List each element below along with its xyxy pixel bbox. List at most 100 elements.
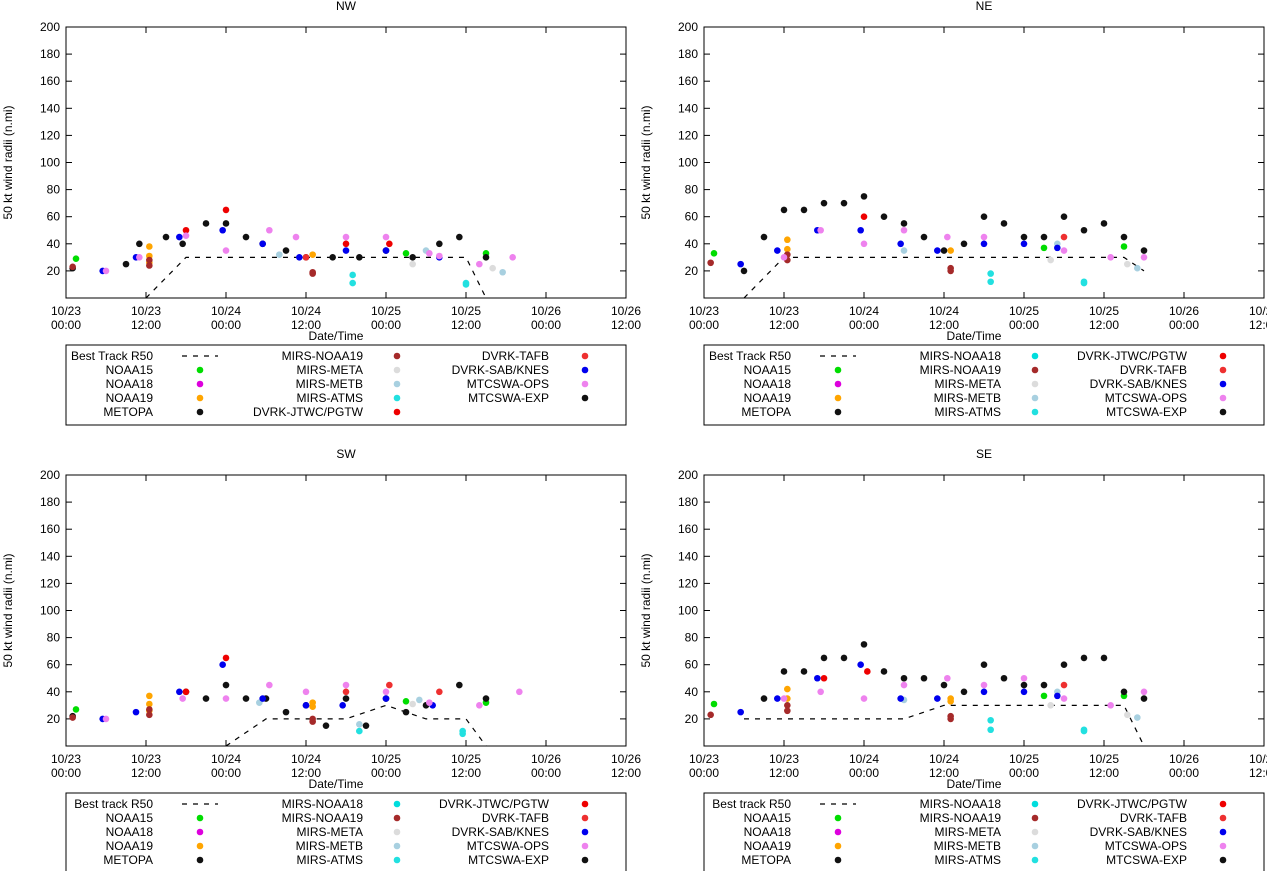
data-point-mirs-atms — [987, 270, 994, 277]
x-tick-label: 10/25 — [371, 304, 401, 318]
legend-label: MIRS-METB — [296, 839, 363, 853]
legend-label: DVRK-JTWC/PGTW — [1077, 797, 1188, 811]
data-point-noaa15 — [710, 700, 718, 708]
data-point-noaa15 — [72, 706, 80, 713]
data-point-mirs-meta — [489, 264, 496, 272]
data-point-metopa — [840, 199, 848, 207]
data-point-mirs-noaa19 — [784, 707, 791, 715]
legend-symbol — [393, 814, 401, 822]
data-point-mtcswa-ops — [780, 254, 788, 261]
data-point-metopa — [940, 247, 948, 254]
legend-label: MIRS-METB — [934, 391, 1001, 405]
y-tick-label: 160 — [40, 74, 60, 88]
data-point-metopa — [356, 254, 363, 261]
data-point-dvrk-sab-knes — [1054, 692, 1061, 700]
y-tick-label: 180 — [678, 495, 698, 509]
legend-label: MIRS-META — [935, 377, 1001, 391]
legend-label: NOAA18 — [744, 377, 792, 391]
legend-label: NOAA19 — [744, 391, 792, 405]
x-tick-label: 00:00 — [371, 766, 401, 780]
data-point-dvrk-sab-knes — [176, 233, 183, 241]
legend-symbol — [393, 842, 401, 850]
data-point-metopa — [282, 708, 290, 716]
legend-symbol — [393, 828, 401, 836]
data-point-mtcswa-ops — [1060, 695, 1068, 702]
legend-symbol — [581, 800, 589, 808]
data-point-mirs-atms — [356, 727, 363, 735]
legend-label: MIRS-META — [297, 363, 363, 377]
legend-label: Best track R50 — [712, 797, 791, 811]
x-tick-label: 10/23 — [51, 304, 81, 318]
data-point-mirs-metb — [900, 247, 908, 254]
data-point-mtcswa-ops — [102, 267, 110, 275]
legend-label: METOPA — [741, 405, 791, 419]
data-point-mtcswa-ops — [382, 688, 390, 696]
data-point-dvrk-sab-knes — [897, 240, 904, 248]
x-tick-label: 10/25 — [451, 304, 481, 318]
data-point-metopa — [202, 220, 210, 227]
y-tick-label: 40 — [47, 685, 61, 699]
legend-symbol — [1031, 800, 1039, 808]
data-point-dvrk-jtwc-pgtw — [182, 688, 190, 696]
x-tick-label: 10/23 — [689, 752, 719, 766]
chart-panel-ne: NE2040608010012014016018020010/2300:0010… — [639, 0, 1267, 426]
data-point-metopa — [242, 233, 250, 241]
data-point-mtcswa-ops — [436, 252, 443, 260]
data-point-mtcswa-ops — [302, 688, 310, 696]
data-point-metopa — [800, 668, 808, 675]
x-tick-label: 00:00 — [371, 318, 401, 332]
data-point-dvrk-tafb — [342, 688, 350, 696]
x-tick-label: 10/25 — [451, 752, 481, 766]
data-point-mtcswa-ops — [860, 695, 868, 702]
data-point-dvrk-sab-knes — [219, 661, 226, 668]
data-point-metopa — [760, 695, 768, 702]
x-tick-label: 10/26 — [1249, 752, 1267, 766]
x-tick-label: 10/25 — [371, 752, 401, 766]
data-point-mtcswa-ops — [1107, 254, 1114, 261]
legend-label: DVRK-SAB/KNES — [452, 363, 549, 377]
x-tick-label: 10/23 — [51, 752, 81, 766]
data-point-metopa — [840, 654, 848, 662]
data-point-noaa15 — [1120, 243, 1128, 250]
data-point-metopa — [482, 695, 490, 702]
data-point-metopa — [980, 213, 988, 220]
data-point-mirs-noaa19 — [69, 714, 76, 721]
data-point-noaa15 — [1040, 692, 1048, 700]
data-point-metopa — [820, 199, 828, 207]
data-point-noaa15 — [1040, 244, 1048, 252]
legend-symbol — [1031, 394, 1039, 402]
legend-symbol — [1219, 394, 1227, 402]
data-point-metopa — [820, 654, 828, 662]
y-tick-label: 20 — [47, 712, 61, 726]
data-point-metopa — [1020, 233, 1028, 241]
y-tick-label: 80 — [685, 631, 699, 645]
legend-symbol — [196, 380, 204, 388]
data-point-metopa — [456, 233, 463, 241]
data-point-mirs-noaa19 — [309, 715, 316, 723]
data-point-mirs-noaa19 — [146, 711, 153, 719]
legend-label: DVRK-JTWC/PGTW — [1077, 349, 1188, 363]
legend-label: MTCSWA-EXP — [468, 391, 549, 405]
data-point-noaa15 — [402, 697, 410, 705]
y-tick-label: 40 — [685, 685, 699, 699]
legend-label: NOAA15 — [106, 811, 154, 825]
x-tick-label: 00:00 — [689, 318, 719, 332]
data-point-dvrk-jtwc-pgtw — [864, 668, 871, 675]
legend-label: DVRK-SAB/KNES — [1090, 825, 1187, 839]
data-point-dvrk-sab-knes — [737, 708, 744, 716]
legend-symbol — [393, 800, 401, 808]
legend-label: NOAA18 — [744, 825, 792, 839]
legend-symbol — [1031, 408, 1039, 416]
data-point-metopa — [980, 661, 988, 668]
legend-label: METOPA — [103, 405, 153, 419]
best-track-line — [145, 256, 487, 299]
data-point-mtcswa-ops — [516, 688, 523, 696]
legend-symbol — [196, 814, 204, 822]
x-tick-label: 10/26 — [611, 752, 641, 766]
data-point-noaa15 — [402, 249, 410, 257]
data-point-metopa — [740, 267, 748, 275]
legend-label: NOAA15 — [744, 363, 792, 377]
y-tick-label: 160 — [678, 74, 698, 88]
x-tick-label: 10/26 — [531, 752, 561, 766]
